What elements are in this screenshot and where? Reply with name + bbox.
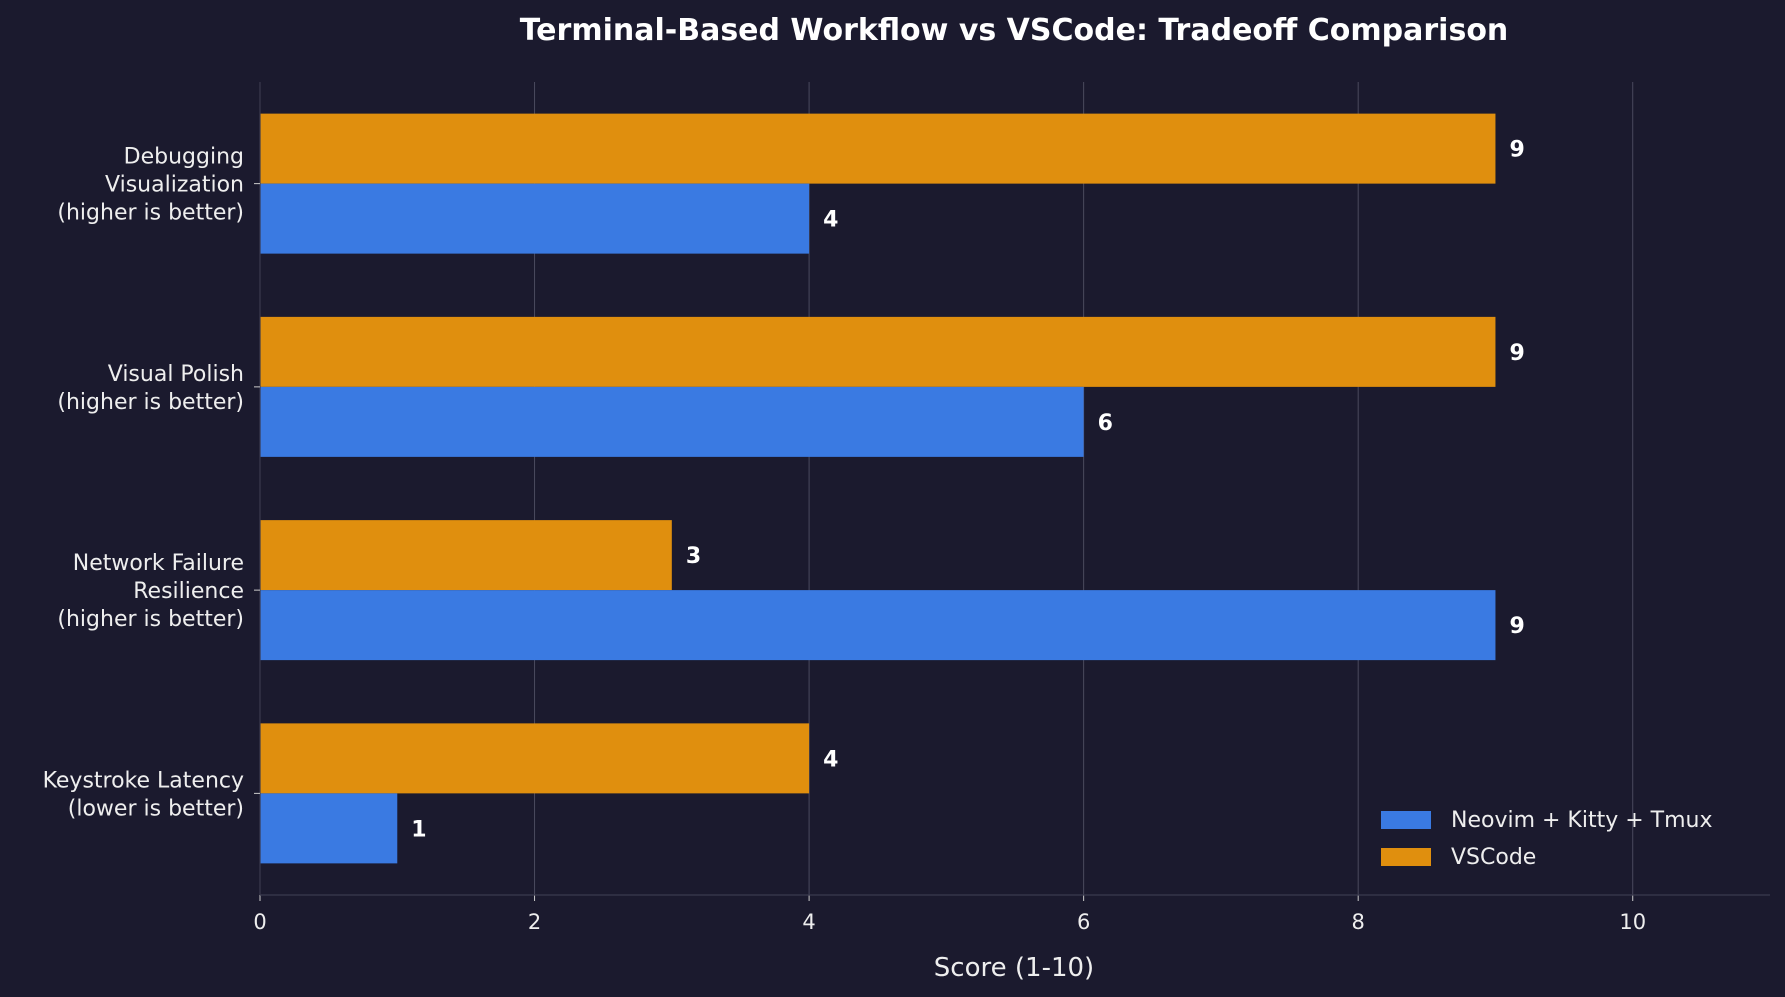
bar-neovim-kitty-tmux [260, 183, 810, 254]
bar-neovim-kitty-tmux [260, 793, 398, 864]
bar-value-label: 9 [1509, 138, 1524, 163]
bars [260, 113, 1496, 864]
bar-value-label: 4 [823, 747, 838, 772]
legend-swatch [1381, 811, 1431, 829]
category-label-line: (higher is better) [57, 390, 244, 415]
bar-value-label: 9 [1509, 614, 1524, 639]
bar-neovim-kitty-tmux [260, 590, 1496, 661]
category-label: Debugging Visualization (higher is better) [57, 145, 244, 226]
value-labels: 9 4 9 6 3 9 4 1 [411, 138, 1524, 843]
category-label-line: Debugging [124, 145, 244, 170]
x-tick-label: 6 [1077, 910, 1090, 934]
x-tick-label: 4 [802, 910, 815, 934]
category-label-line: Network Failure [73, 551, 244, 576]
bar-neovim-kitty-tmux [260, 386, 1084, 457]
bar-vscode [260, 316, 1496, 387]
bar-value-label: 1 [411, 817, 426, 842]
x-tick-label: 10 [1619, 910, 1646, 934]
category-label: Visual Polish (higher is better) [57, 362, 244, 415]
x-axis-label: Score (1-10) [934, 953, 1094, 983]
category-label-line: Visual Polish [108, 362, 244, 387]
x-tick-label: 2 [528, 910, 541, 934]
bar-vscode [260, 113, 1496, 184]
category-label-line: Resilience [133, 579, 244, 604]
category-label-line: (higher is better) [57, 201, 244, 226]
category-label-line: (lower is better) [68, 796, 244, 821]
bar-vscode [260, 520, 672, 591]
bar-value-label: 9 [1509, 341, 1524, 366]
legend: Neovim + Kitty + Tmux VSCode [1381, 808, 1713, 870]
category-label-line: (higher is better) [57, 607, 244, 632]
legend-label: Neovim + Kitty + Tmux [1451, 808, 1713, 833]
x-tick-label: 0 [253, 910, 266, 934]
bar-value-label: 4 [823, 208, 838, 233]
category-label-line: Visualization [105, 173, 244, 198]
legend-label: VSCode [1451, 845, 1536, 870]
category-label-line: Keystroke Latency [43, 768, 244, 793]
legend-swatch [1381, 848, 1431, 866]
x-tick-label: 8 [1351, 910, 1364, 934]
category-label: Keystroke Latency (lower is better) [43, 768, 244, 821]
bar-value-label: 3 [686, 544, 701, 569]
axes: 0 2 4 6 8 10 Debugging Visualization (higher is … [43, 82, 1770, 934]
bar-vscode [260, 723, 810, 794]
chart-title: Terminal-Based Workflow vs VSCode: Trade… [520, 13, 1509, 48]
bar-value-label: 6 [1098, 411, 1113, 436]
category-label: Network Failure Resilience (higher is bett… [57, 551, 244, 632]
